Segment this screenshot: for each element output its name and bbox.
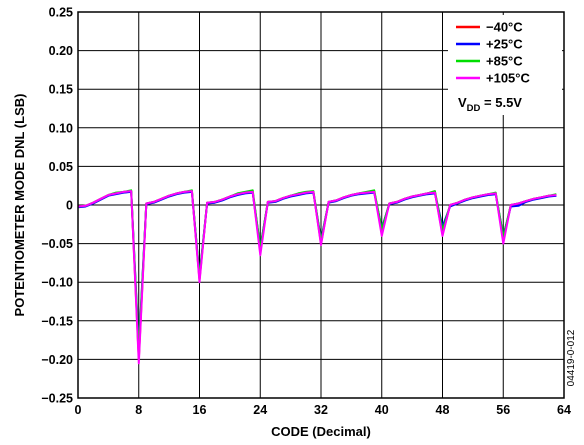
- figure-id: 04419-0-012: [566, 329, 577, 386]
- vdd-v: V: [458, 95, 467, 110]
- y-tick-label: 0.15: [49, 83, 73, 97]
- legend-label: +85°C: [486, 54, 523, 69]
- x-tick-label: 64: [557, 403, 571, 417]
- x-tick-label: 0: [75, 403, 82, 417]
- vdd-subscript: DD: [467, 103, 481, 114]
- legend: −40°C +25°C +85°C +105°C VDD = 5.5V: [448, 15, 562, 115]
- legend-label: +25°C: [486, 37, 523, 52]
- series-layer: [77, 189, 557, 365]
- x-tick-label: 16: [193, 403, 207, 417]
- x-tick-label: 8: [135, 403, 142, 417]
- legend-label: −40°C: [486, 20, 523, 35]
- x-tick-label: 40: [375, 403, 389, 417]
- y-tick-label: −0.10: [41, 276, 73, 290]
- y-axis-title: POTENTIOMETER MODE DNL (LSB): [12, 94, 27, 317]
- vdd-value: = 5.5V: [480, 95, 522, 110]
- legend-label: +105°C: [486, 71, 530, 86]
- series-line-105c: [77, 190, 557, 365]
- y-tick-label: 0.20: [49, 44, 73, 58]
- y-tick-label: 0.05: [49, 160, 73, 174]
- y-tick-label: −0.15: [41, 314, 73, 328]
- y-tick-label: −0.25: [41, 392, 73, 406]
- y-tick-label: −0.20: [41, 353, 73, 367]
- x-tick-label: 56: [496, 403, 510, 417]
- x-tick-label: 32: [314, 403, 328, 417]
- vdd-annotation: VDD = 5.5V: [458, 95, 522, 114]
- y-tick-labels: 0.25 0.20 0.15 0.10 0.05 0 −0.05 −0.10 −0.15 −0.2…: [41, 6, 73, 406]
- y-tick-label: −0.05: [41, 237, 73, 251]
- plot-frame: [77, 11, 565, 399]
- legend-box: [448, 15, 562, 115]
- y-tick-label: 0.25: [49, 6, 73, 20]
- y-tick-label: 0.10: [49, 121, 73, 135]
- x-tick-labels: 0 8 16 24 32 40 48 56 64: [75, 403, 571, 417]
- x-tick-label: 48: [436, 403, 450, 417]
- x-axis-title: CODE (Decimal): [271, 424, 371, 439]
- y-tick-label: 0: [66, 199, 73, 213]
- x-tick-label: 24: [253, 403, 267, 417]
